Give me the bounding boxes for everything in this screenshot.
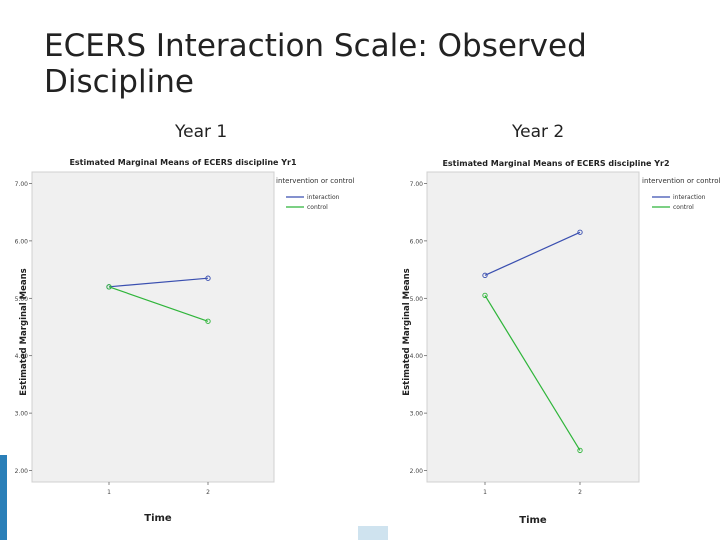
y-tick-label: 5.00 xyxy=(410,296,424,303)
y-tick-label: 4.00 xyxy=(410,353,424,360)
legend-title: intervention or control xyxy=(276,177,355,185)
data-point-interaction xyxy=(577,229,583,235)
x-tick-label: 2 xyxy=(578,489,582,496)
x-tick-label: 1 xyxy=(107,489,111,496)
x-axis-label: Time xyxy=(519,515,547,526)
y-tick-label: 6.00 xyxy=(410,238,424,245)
series-line-control xyxy=(108,286,209,322)
series-line-control xyxy=(484,295,581,451)
y-tick-label: 6.00 xyxy=(15,238,29,245)
chart-1: Estimated Marginal Means of ECERS discip… xyxy=(15,158,355,524)
y-tick-label: 3.00 xyxy=(15,411,29,418)
y-tick-label: 7.00 xyxy=(410,181,424,188)
y-tick-label: 2.00 xyxy=(410,468,424,475)
chart-title: Estimated Marginal Means of ECERS discip… xyxy=(442,159,669,168)
series-line-interaction xyxy=(108,277,209,288)
year2-label: Year 2 xyxy=(512,122,565,142)
data-point-control xyxy=(482,292,488,299)
year1-label: Year 1 xyxy=(175,122,228,142)
y-tick-label: 3.00 xyxy=(410,411,424,418)
decorative-shape xyxy=(358,526,388,540)
data-point-interaction xyxy=(205,275,211,281)
slide-title: ECERS Interaction Scale: Observed Discip… xyxy=(44,28,644,100)
x-axis-label: Time xyxy=(144,513,172,524)
legend-label-control: control xyxy=(673,204,694,211)
chart-title: Estimated Marginal Means of ECERS discip… xyxy=(69,158,297,167)
y-tick-label: 5.00 xyxy=(15,296,29,303)
legend-label-control: control xyxy=(307,204,328,211)
series-line-interaction xyxy=(484,231,581,276)
data-point-control xyxy=(205,318,211,324)
chart-2: Estimated Marginal Means of ECERS discip… xyxy=(402,159,720,526)
legend-title: intervention or control xyxy=(642,177,720,185)
plot-area xyxy=(426,171,640,483)
accent-bar xyxy=(0,455,7,540)
data-point-control xyxy=(577,447,583,454)
slide-title-line1: ECERS Interaction Scale: Observed xyxy=(44,28,587,64)
plot-area xyxy=(31,171,275,483)
y-tick-label: 4.00 xyxy=(15,353,29,360)
x-tick-label: 1 xyxy=(483,489,487,496)
x-tick-label: 2 xyxy=(206,489,210,496)
y-tick-label: 2.00 xyxy=(15,468,29,475)
data-point-control xyxy=(106,284,112,290)
y-axis-label: Estimated Marginal Means xyxy=(402,268,412,395)
y-axis-label: Estimated Marginal Means xyxy=(19,268,29,395)
slide-title-line2: Discipline xyxy=(44,64,194,100)
data-point-interaction xyxy=(482,272,488,278)
legend-label-interaction: interaction xyxy=(673,194,706,201)
y-tick-label: 7.00 xyxy=(15,181,29,188)
legend-label-interaction: interaction xyxy=(307,194,340,201)
